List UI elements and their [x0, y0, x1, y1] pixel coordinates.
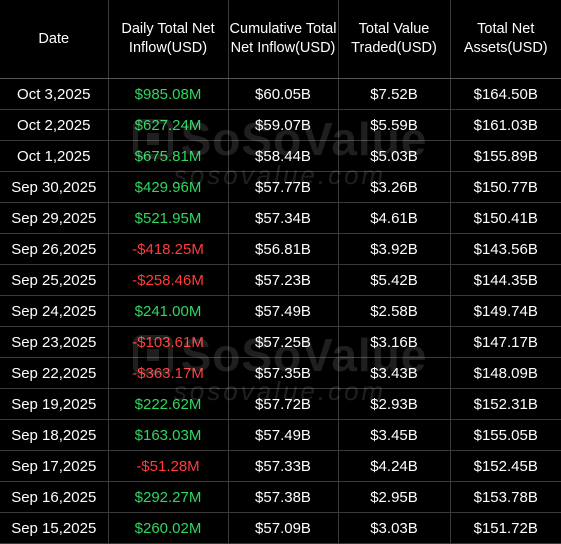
- cell-net-assets: $150.77B: [450, 171, 561, 203]
- cell-cumulative-inflow: $60.05B: [228, 78, 339, 110]
- cell-value-traded: $3.16B: [338, 326, 451, 358]
- cell-date: Sep 17,2025: [0, 450, 109, 482]
- cell-daily-inflow: $222.62M: [108, 388, 229, 420]
- header-date: Date: [0, 0, 109, 79]
- table-row: Oct 2,2025 $627.24M $59.07B $5.59B $161.03B: [0, 109, 561, 141]
- table-row: Sep 22,2025 -$363.17M $57.35B $3.43B $148.09…: [0, 357, 561, 389]
- cell-net-assets: $150.41B: [450, 202, 561, 234]
- cell-cumulative-inflow: $57.38B: [228, 481, 339, 513]
- cell-date: Oct 1,2025: [0, 140, 109, 172]
- table-row: Sep 16,2025 $292.27M $57.38B $2.95B $153.78B: [0, 481, 561, 513]
- table-row: Sep 26,2025 -$418.25M $56.81B $3.92B $143.56…: [0, 233, 561, 265]
- cell-value-traded: $7.52B: [338, 78, 451, 110]
- cell-daily-inflow: $292.27M: [108, 481, 229, 513]
- cell-date: Sep 30,2025: [0, 171, 109, 203]
- table-row: Oct 1,2025 $675.81M $58.44B $5.03B $155.89B: [0, 140, 561, 172]
- cell-cumulative-inflow: $57.09B: [228, 512, 339, 544]
- cell-cumulative-inflow: $57.34B: [228, 202, 339, 234]
- cell-value-traded: $3.03B: [338, 512, 451, 544]
- cell-value-traded: $2.58B: [338, 295, 451, 327]
- cell-daily-inflow: $675.81M: [108, 140, 229, 172]
- cell-daily-inflow: $260.02M: [108, 512, 229, 544]
- table-row: Sep 19,2025 $222.62M $57.72B $2.93B $152.31B: [0, 388, 561, 420]
- cell-daily-inflow: $985.08M: [108, 78, 229, 110]
- cell-value-traded: $3.92B: [338, 233, 451, 265]
- cell-net-assets: $152.45B: [450, 450, 561, 482]
- table-row: Sep 17,2025 -$51.28M $57.33B $4.24B $152.45B: [0, 450, 561, 482]
- cell-date: Sep 16,2025: [0, 481, 109, 513]
- cell-cumulative-inflow: $57.25B: [228, 326, 339, 358]
- cell-net-assets: $148.09B: [450, 357, 561, 389]
- table-body: Oct 3,2025 $985.08M $60.05B $7.52B $164.50B O…: [0, 78, 561, 544]
- cell-cumulative-inflow: $57.77B: [228, 171, 339, 203]
- cell-net-assets: $152.31B: [450, 388, 561, 420]
- cell-value-traded: $3.26B: [338, 171, 451, 203]
- cell-daily-inflow: $627.24M: [108, 109, 229, 141]
- cell-daily-inflow: -$258.46M: [108, 264, 229, 296]
- cell-daily-inflow: -$363.17M: [108, 357, 229, 389]
- cell-net-assets: $155.89B: [450, 140, 561, 172]
- header-cumulative-inflow: Cumulative Total Net Inflow(USD): [228, 0, 339, 79]
- table-row: Sep 15,2025 $260.02M $57.09B $3.03B $151.72B: [0, 512, 561, 544]
- cell-net-assets: $164.50B: [450, 78, 561, 110]
- cell-date: Oct 2,2025: [0, 109, 109, 141]
- cell-daily-inflow: $163.03M: [108, 419, 229, 451]
- cell-daily-inflow: -$51.28M: [108, 450, 229, 482]
- cell-daily-inflow: $429.96M: [108, 171, 229, 203]
- cell-value-traded: $2.93B: [338, 388, 451, 420]
- cell-cumulative-inflow: $58.44B: [228, 140, 339, 172]
- table-row: Sep 18,2025 $163.03M $57.49B $3.45B $155.05B: [0, 419, 561, 451]
- cell-net-assets: $153.78B: [450, 481, 561, 513]
- cell-cumulative-inflow: $57.49B: [228, 295, 339, 327]
- table-row: Sep 25,2025 -$258.46M $57.23B $5.42B $144.35…: [0, 264, 561, 296]
- cell-cumulative-inflow: $56.81B: [228, 233, 339, 265]
- cell-cumulative-inflow: $57.49B: [228, 419, 339, 451]
- cell-net-assets: $144.35B: [450, 264, 561, 296]
- cell-value-traded: $5.03B: [338, 140, 451, 172]
- cell-cumulative-inflow: $57.33B: [228, 450, 339, 482]
- header-net-assets: Total Net Assets(USD): [450, 0, 561, 79]
- cell-date: Sep 26,2025: [0, 233, 109, 265]
- cell-date: Sep 29,2025: [0, 202, 109, 234]
- cell-date: Sep 19,2025: [0, 388, 109, 420]
- cell-date: Oct 3,2025: [0, 78, 109, 110]
- cell-daily-inflow: -$103.61M: [108, 326, 229, 358]
- cell-daily-inflow: $521.95M: [108, 202, 229, 234]
- cell-date: Sep 25,2025: [0, 264, 109, 296]
- table-row: Sep 24,2025 $241.00M $57.49B $2.58B $149.74B: [0, 295, 561, 327]
- cell-value-traded: $3.43B: [338, 357, 451, 389]
- cell-value-traded: $2.95B: [338, 481, 451, 513]
- cell-date: Sep 23,2025: [0, 326, 109, 358]
- cell-net-assets: $149.74B: [450, 295, 561, 327]
- cell-net-assets: $161.03B: [450, 109, 561, 141]
- cell-date: Sep 22,2025: [0, 357, 109, 389]
- table-row: Sep 29,2025 $521.95M $57.34B $4.61B $150.41B: [0, 202, 561, 234]
- cell-date: Sep 18,2025: [0, 419, 109, 451]
- cell-cumulative-inflow: $57.72B: [228, 388, 339, 420]
- cell-value-traded: $4.61B: [338, 202, 451, 234]
- cell-value-traded: $4.24B: [338, 450, 451, 482]
- cell-net-assets: $151.72B: [450, 512, 561, 544]
- cell-cumulative-inflow: $59.07B: [228, 109, 339, 141]
- cell-net-assets: $143.56B: [450, 233, 561, 265]
- table-row: Oct 3,2025 $985.08M $60.05B $7.52B $164.50B: [0, 78, 561, 110]
- cell-date: Sep 15,2025: [0, 512, 109, 544]
- table-header: Date Daily Total Net Inflow(USD) Cumulat…: [0, 0, 561, 79]
- cell-net-assets: $147.17B: [450, 326, 561, 358]
- table-row: Sep 23,2025 -$103.61M $57.25B $3.16B $147.17…: [0, 326, 561, 358]
- header-daily-inflow: Daily Total Net Inflow(USD): [108, 0, 229, 79]
- cell-value-traded: $5.59B: [338, 109, 451, 141]
- cell-net-assets: $155.05B: [450, 419, 561, 451]
- cell-value-traded: $3.45B: [338, 419, 451, 451]
- header-row: Date Daily Total Net Inflow(USD) Cumulat…: [0, 0, 561, 79]
- header-value-traded: Total Value Traded(USD): [338, 0, 451, 79]
- cell-daily-inflow: $241.00M: [108, 295, 229, 327]
- cell-cumulative-inflow: $57.23B: [228, 264, 339, 296]
- cell-date: Sep 24,2025: [0, 295, 109, 327]
- cell-daily-inflow: -$418.25M: [108, 233, 229, 265]
- table-row: Sep 30,2025 $429.96M $57.77B $3.26B $150.77B: [0, 171, 561, 203]
- cell-value-traded: $5.42B: [338, 264, 451, 296]
- cell-cumulative-inflow: $57.35B: [228, 357, 339, 389]
